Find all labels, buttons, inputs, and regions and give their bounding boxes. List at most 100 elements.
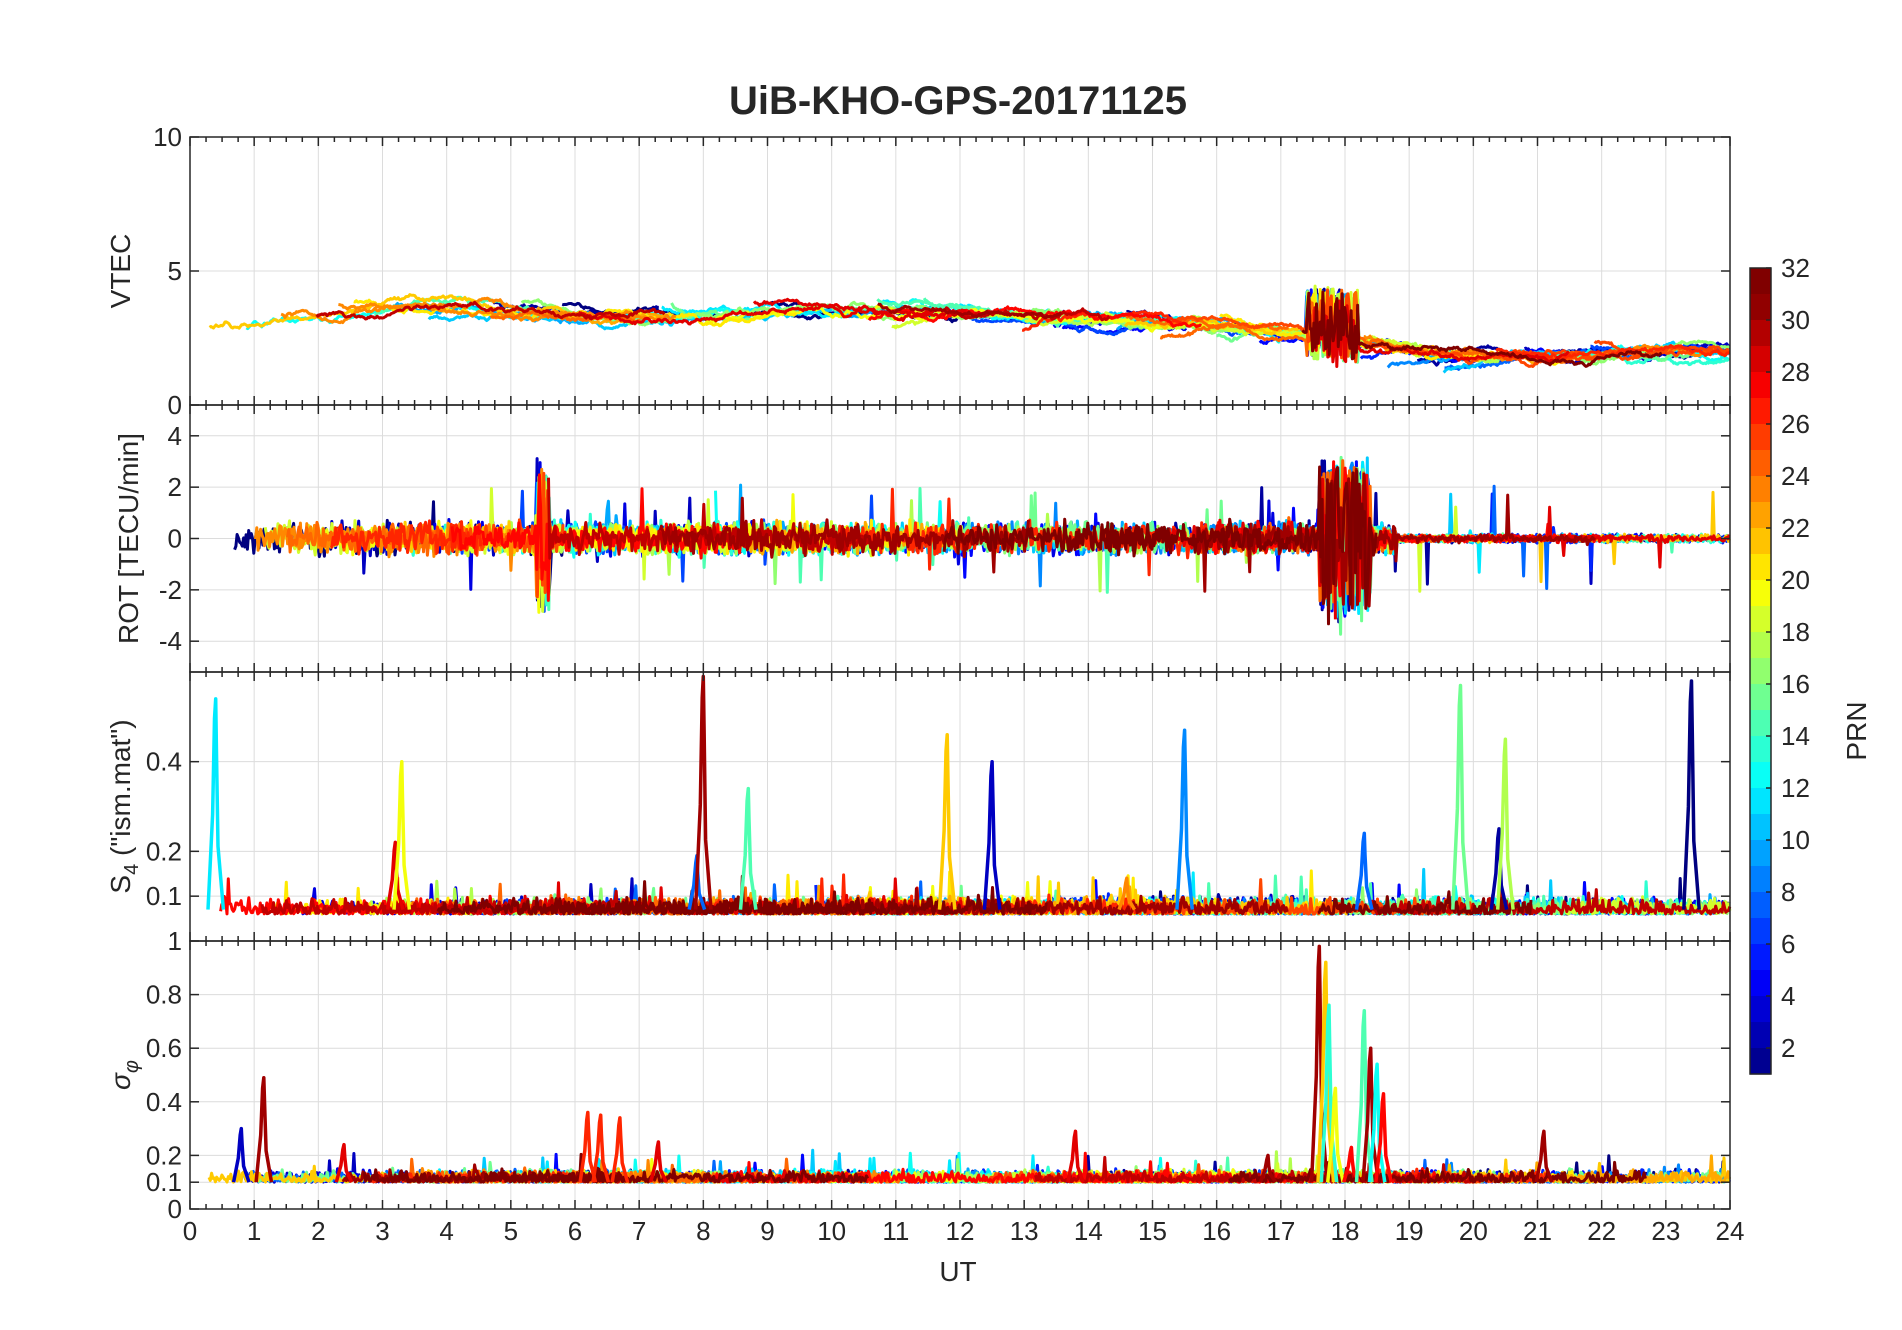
sigma-ylabel-sub: φ	[121, 1060, 143, 1073]
s4-peak-prn-18	[1495, 737, 1515, 910]
chart-title: UiB-KHO-GPS-20171125	[729, 79, 1187, 123]
rot-ytick-label: -2	[159, 575, 182, 605]
x-axis-tick-labels: 0 1 2 3 4 5 6 7 8 9 10 11 12 13 14 15 16 17 18 19 20 21 22 23 24	[183, 1216, 1745, 1246]
colorbar-band	[1750, 866, 1771, 893]
sigma-ytick-label: 1	[168, 926, 182, 956]
x-tick-label: 17	[1266, 1216, 1295, 1246]
colorbar-tick-label: 14	[1781, 721, 1810, 751]
colorbar-band	[1750, 372, 1771, 399]
vtec-series-prn-27	[1021, 310, 1183, 332]
s4-peak-prn-12	[206, 697, 226, 910]
x-tick-label: 5	[504, 1216, 518, 1246]
sigma-ytick-label: 0.8	[146, 980, 182, 1010]
x-tick-label: 15	[1138, 1216, 1167, 1246]
colorbar-tick-label: 8	[1781, 877, 1795, 907]
colorbar-band	[1750, 840, 1771, 867]
x-axis-label: UT	[939, 1256, 976, 1287]
s4-peak-prn-15	[738, 786, 758, 910]
colorbar-tick-label: 24	[1781, 461, 1810, 491]
colorbar-band	[1750, 528, 1771, 555]
rot-ytick-label: -4	[159, 626, 182, 656]
colorbar-band	[1750, 398, 1771, 425]
rot-series	[233, 455, 1732, 636]
sigma-peak-prn-27	[610, 1116, 630, 1183]
x-tick-label: 9	[760, 1216, 774, 1246]
sigma-ytick-label: 0.1	[146, 1167, 182, 1197]
x-tick-label: 6	[568, 1216, 582, 1246]
x-tick-label: 22	[1587, 1216, 1616, 1246]
x-tick-label: 2	[311, 1216, 325, 1246]
sigma-peak-prn-22	[1316, 960, 1336, 1183]
s4-ylabel: S4 ("ism.mat")	[105, 719, 143, 893]
rot-series-prn-6	[1454, 492, 1602, 572]
x-tick-label: 19	[1395, 1216, 1424, 1246]
colorbar-tick-label: 28	[1781, 357, 1810, 387]
vtec-series	[208, 284, 1731, 374]
sigma-ytick-label: 0.6	[146, 1033, 182, 1063]
colorbar-band	[1750, 970, 1771, 997]
x-tick-label: 3	[375, 1216, 389, 1246]
colorbar-tick-label: 4	[1781, 981, 1795, 1011]
sigma-peak-prn-31	[1258, 1153, 1278, 1184]
sigma-peak-prn-28	[1342, 1145, 1361, 1184]
colorbar-band	[1750, 944, 1771, 971]
vtec-ytick-label: 10	[153, 122, 182, 152]
colorbar-band	[1750, 684, 1771, 711]
x-tick-label: 7	[632, 1216, 646, 1246]
vtec-ticks: 0 5 10	[153, 122, 1731, 420]
sigma-ytick-label: 0	[168, 1194, 182, 1224]
s4-peak-prn-3	[982, 759, 1002, 910]
s4-panel: 0.1 0.2 0.4 S4 ("ism.mat")	[105, 671, 1732, 942]
s4-peak-prn-1	[1682, 679, 1701, 910]
rot-series-prn-31	[658, 496, 1030, 574]
rot-ylabel: ROT [TECU/min]	[113, 433, 144, 644]
sigma-peak-prn-29	[1066, 1129, 1085, 1183]
x-tick-label: 0	[183, 1216, 197, 1246]
colorbar-band	[1750, 1048, 1771, 1075]
s4-peak-prn-16	[1451, 683, 1470, 910]
s4-ylabel-main: S	[105, 875, 136, 894]
s4-peak-prn-22	[937, 733, 957, 910]
x-tick-label: 13	[1010, 1216, 1039, 1246]
colorbar-tick-label: 6	[1781, 929, 1795, 959]
x-tick-label: 10	[817, 1216, 846, 1246]
rot-series-prn-28	[450, 473, 750, 602]
x-tick-label: 4	[439, 1216, 453, 1246]
colorbar-band	[1750, 554, 1771, 581]
s4-ytick-label: 0.2	[146, 836, 182, 866]
colorbar-label: PRN	[1841, 701, 1872, 760]
x-tick-label: 12	[946, 1216, 975, 1246]
vtec-ytick-label: 5	[168, 256, 182, 286]
rot-panel: -4 -2 0 2 4 ROT [TECU/min]	[113, 404, 1732, 673]
colorbar-band	[1750, 320, 1771, 347]
s4-peak-prn-29	[385, 840, 405, 911]
x-tick-label: 18	[1331, 1216, 1360, 1246]
rot-series-prn-31	[1195, 467, 1597, 610]
vtec-series-prn-26	[1593, 339, 1730, 358]
s4-peak-prn-9	[1175, 728, 1195, 910]
rot-ticks: -4 -2 0 2 4	[159, 405, 1731, 672]
x-tick-label: 8	[696, 1216, 710, 1246]
sigma-ytick-label: 0.4	[146, 1087, 182, 1117]
colorbar-tick-label: 20	[1781, 565, 1810, 595]
sigma-peak-prn-27	[578, 1110, 598, 1183]
x-tick-label: 20	[1459, 1216, 1488, 1246]
colorbar-band	[1750, 606, 1771, 633]
s4-ticks: 0.1 0.2 0.4	[146, 672, 1731, 941]
colorbar-band	[1750, 476, 1771, 503]
sigma-peak-prn-31	[1534, 1129, 1554, 1183]
s4-ytick-label: 0.1	[146, 881, 182, 911]
colorbar-band	[1750, 996, 1771, 1023]
sigma-peak-prn-3	[231, 1126, 251, 1183]
vtec-series-prn-31	[877, 302, 1063, 320]
colorbar-band	[1750, 294, 1771, 321]
sigma-ytick-label: 0.2	[146, 1140, 182, 1170]
x-tick-label: 14	[1074, 1216, 1103, 1246]
s4-series-prn-32	[1317, 890, 1533, 916]
s4-peak-prn-8	[1354, 831, 1374, 911]
sigma-peak-prn-20	[1325, 1086, 1345, 1183]
colorbar-band	[1750, 424, 1771, 451]
colorbar-tick-label: 22	[1781, 513, 1810, 543]
colorbar-tick-label: 26	[1781, 409, 1810, 439]
